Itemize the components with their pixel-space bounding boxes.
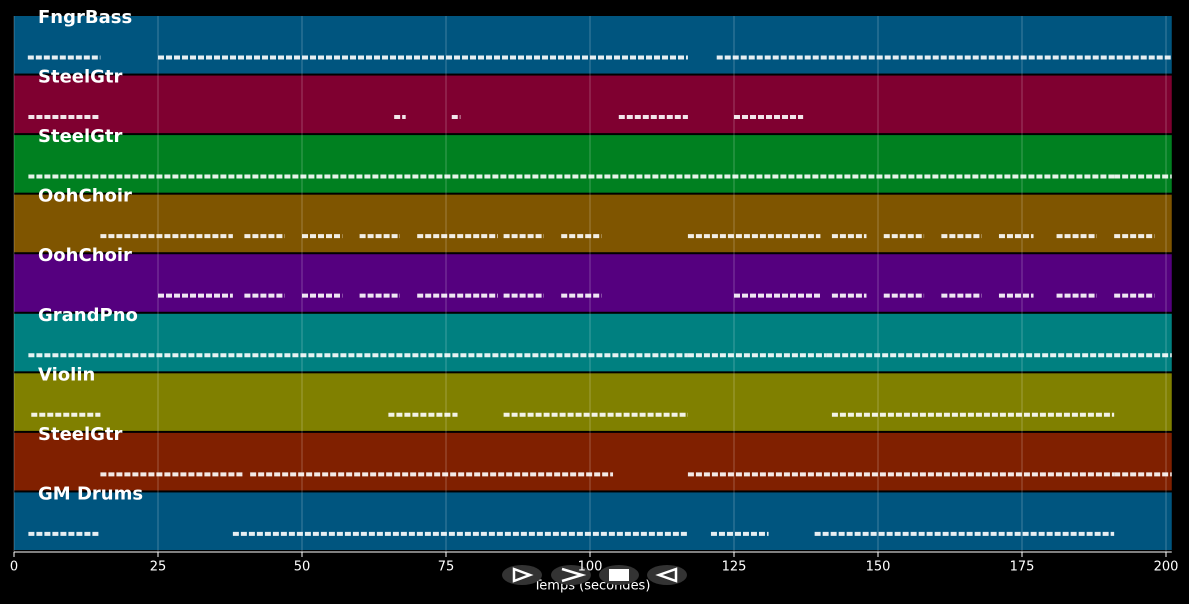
track-band	[14, 373, 1172, 431]
x-tick-label: 175	[1010, 560, 1035, 575]
track-band	[14, 16, 1172, 74]
play-button[interactable]	[502, 565, 542, 585]
track-band	[14, 313, 1172, 372]
back-button[interactable]	[647, 565, 687, 585]
x-tick-label: 50	[294, 560, 311, 575]
track-name: SteelGtr	[38, 424, 123, 445]
track-band	[14, 75, 1172, 134]
x-tick-label: 200	[1154, 560, 1179, 575]
track-name: SteelGtr	[38, 126, 123, 147]
x-tick-label: 25	[150, 560, 167, 575]
x-tick-label: 125	[722, 560, 747, 575]
track-band	[14, 432, 1172, 491]
track-name: FngrBass	[38, 7, 132, 28]
track-band	[14, 194, 1172, 253]
x-tick-label: 0	[10, 560, 18, 575]
player-controls	[502, 565, 687, 585]
track-name: GrandPno	[38, 305, 138, 326]
track-name: OohChoir	[38, 245, 132, 266]
tracks: FngrBass SteelGtr SteelGtr OohChoir OohChoir…	[13, 7, 1172, 552]
x-tick-label: 100	[578, 560, 603, 575]
track-name: Violin	[38, 364, 95, 385]
track-band	[14, 254, 1172, 312]
x-tick-label: 75	[438, 560, 455, 575]
track-name: GM Drums	[38, 483, 143, 504]
x-tick-label: 150	[866, 560, 891, 575]
stop-button[interactable]	[599, 565, 639, 585]
track-band	[14, 135, 1172, 193]
track-name: OohChoir	[38, 186, 132, 207]
track-name: SteelGtr	[38, 67, 123, 88]
track-band	[14, 492, 1172, 550]
forward-button[interactable]	[551, 565, 591, 585]
